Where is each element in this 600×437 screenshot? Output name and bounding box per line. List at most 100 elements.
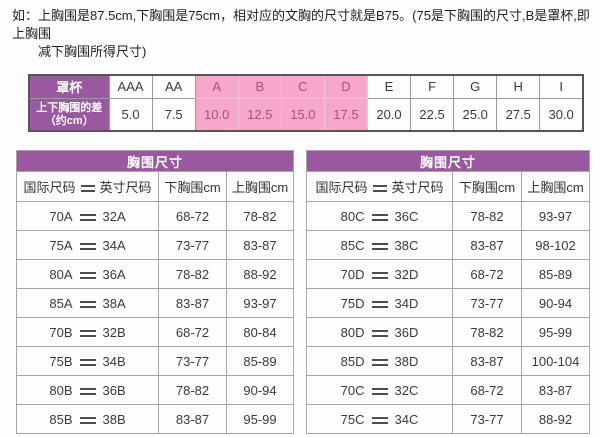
overbust-cell: 80-84 [225, 317, 295, 347]
size-codes-cell: 70B 32B [16, 317, 159, 347]
size-row: 70C 32C 68-72 83-87 [306, 375, 591, 405]
overbust-cell: 95-99 [521, 317, 591, 347]
difference-cell-highlighted: 10.0 [194, 97, 239, 132]
underbust-cell: 73-77 [452, 404, 523, 434]
equals-icon [371, 329, 388, 337]
overbust-cell: 88-92 [521, 404, 591, 434]
cup-cell: I [539, 74, 584, 99]
underbust-cell: 78-82 [158, 375, 227, 405]
col-header-underbust: 下胸围cm [158, 171, 227, 202]
size-tables-container: 胸围尺寸 国际尺码 英寸尺码 下胸围cm 上胸围cm 70A 32A 68-72 7… [15, 150, 600, 434]
size-codes-cell: 85D 38D [306, 346, 454, 376]
size-codes-cell: 80A 36A [16, 259, 159, 289]
size-codes-cell: 75C 34C [306, 404, 454, 434]
size-codes-cell: 75B 34B [16, 346, 159, 376]
size-row: 70A 32A 68-72 78-82 [16, 201, 295, 231]
size-codes-cell: 85A 38A [16, 288, 159, 318]
overbust-cell: 85-89 [521, 259, 591, 289]
equals-icon [79, 329, 96, 337]
equals-icon [79, 271, 96, 279]
difference-cell-highlighted: 17.5 [323, 97, 368, 132]
cup-cell-highlighted: B [237, 74, 282, 99]
sizing-note-line2: 减下胸围所得尺寸) [38, 44, 147, 59]
underbust-cell: 78-82 [158, 259, 227, 289]
equals-icon [371, 242, 388, 250]
size-codes-cell: 85B 38B [16, 404, 159, 434]
size-codes-cell: 70C 32C [306, 375, 454, 405]
column-header-row: 国际尺码 英寸尺码 下胸围cm 上胸围cm [306, 171, 591, 202]
difference-cell: 30.0 [539, 97, 584, 132]
cup-cell: AAA [108, 74, 153, 99]
difference-cell: 22.5 [410, 97, 455, 132]
col-header-size-codes: 国际尺码 英寸尺码 [16, 171, 159, 202]
overbust-cell: 95-99 [225, 404, 295, 434]
cup-cell: H [496, 74, 541, 99]
overbust-cell: 90-94 [521, 288, 591, 318]
overbust-cell: 93-97 [225, 288, 295, 318]
equals-icon [79, 416, 96, 424]
difference-cell: 25.0 [453, 97, 498, 132]
overbust-cell: 88-92 [225, 259, 295, 289]
underbust-cell: 83-87 [452, 346, 523, 376]
col-header-size-codes: 国际尺码 英寸尺码 [306, 171, 454, 202]
size-row: 80C 36C 78-82 93-97 [306, 201, 591, 231]
size-row: 85D 38D 83-87 100-104 [306, 346, 591, 376]
overbust-cell: 83-87 [521, 375, 591, 405]
size-row: 70B 32B 68-72 80-84 [16, 317, 295, 347]
cup-cell: G [453, 74, 498, 99]
underbust-cell: 83-87 [158, 288, 227, 318]
equals-icon [79, 358, 96, 366]
cup-difference-table: 罩杯 AAA AA A B C D E F G H I 上下胸围的差 （约cm）… [28, 74, 584, 132]
size-table-title: 胸围尺寸 [15, 150, 295, 172]
size-row: 75D 34D 73-77 90-94 [306, 288, 591, 318]
col-header-overbust: 上胸围cm [521, 171, 591, 202]
underbust-cell: 73-77 [158, 230, 227, 260]
equals-icon [79, 242, 96, 250]
cup-cell-highlighted: C [280, 74, 325, 99]
size-row: 80B 36B 78-82 90-94 [16, 375, 295, 405]
size-row: 70D 32D 68-72 85-89 [306, 259, 591, 289]
size-row: 80A 36A 78-82 88-92 [16, 259, 295, 289]
cup-cell: E [366, 74, 412, 99]
sizing-note: 如：上胸围是87.5cm,下胸围是75cm，相对应的文胸的尺寸就是B75。(75… [12, 7, 592, 61]
equals-icon [371, 271, 388, 279]
underbust-cell: 73-77 [158, 346, 227, 376]
size-codes-cell: 70A 32A [16, 201, 159, 231]
size-row: 80D 36D 78-82 95-99 [306, 317, 591, 347]
col-header-underbust: 下胸围cm [452, 171, 523, 202]
size-table-title: 胸围尺寸 [306, 150, 591, 172]
size-codes-cell: 75D 34D [306, 288, 454, 318]
equals-icon [79, 387, 96, 395]
equals-icon [372, 185, 387, 193]
difference-cell: 20.0 [366, 97, 412, 132]
difference-row: 上下胸围的差 （约cm） 5.0 7.5 10.0 12.5 15.0 17.5… [28, 97, 584, 132]
size-codes-cell: 80D 36D [306, 317, 454, 347]
cup-cell: F [410, 74, 455, 99]
sizing-note-line1: 如：上胸围是87.5cm,下胸围是75cm，相对应的文胸的尺寸就是B75。(75… [12, 8, 590, 41]
size-table-left: 胸围尺寸 国际尺码 英寸尺码 下胸围cm 上胸围cm 70A 32A 68-72 7… [15, 150, 295, 434]
size-codes-cell: 75A 34A [16, 230, 159, 260]
underbust-cell: 83-87 [452, 230, 523, 260]
overbust-cell: 90-94 [225, 375, 295, 405]
cup-cell-highlighted: D [323, 74, 368, 99]
size-codes-cell: 80C 36C [306, 201, 454, 231]
difference-cell-highlighted: 15.0 [280, 97, 325, 132]
size-table-right: 胸围尺寸 国际尺码 英寸尺码 下胸围cm 上胸围cm 80C 36C 78-82 9… [306, 150, 591, 434]
overbust-cell: 98-102 [521, 230, 591, 260]
cup-row-label: 罩杯 [28, 74, 110, 99]
equals-icon [79, 300, 96, 308]
size-codes-cell: 85C 38C [306, 230, 454, 260]
equals-icon [371, 416, 388, 424]
underbust-cell: 78-82 [452, 317, 523, 347]
equals-icon [371, 387, 388, 395]
equals-icon [80, 185, 95, 193]
equals-icon [79, 213, 96, 221]
underbust-cell: 78-82 [452, 201, 523, 231]
cup-cell: AA [151, 74, 196, 99]
underbust-cell: 68-72 [158, 317, 227, 347]
col-header-overbust: 上胸围cm [225, 171, 295, 202]
size-row: 75B 34B 73-77 85-89 [16, 346, 295, 376]
underbust-cell: 68-72 [452, 375, 523, 405]
column-header-row: 国际尺码 英寸尺码 下胸围cm 上胸围cm [16, 171, 295, 202]
difference-cell: 5.0 [108, 97, 153, 132]
